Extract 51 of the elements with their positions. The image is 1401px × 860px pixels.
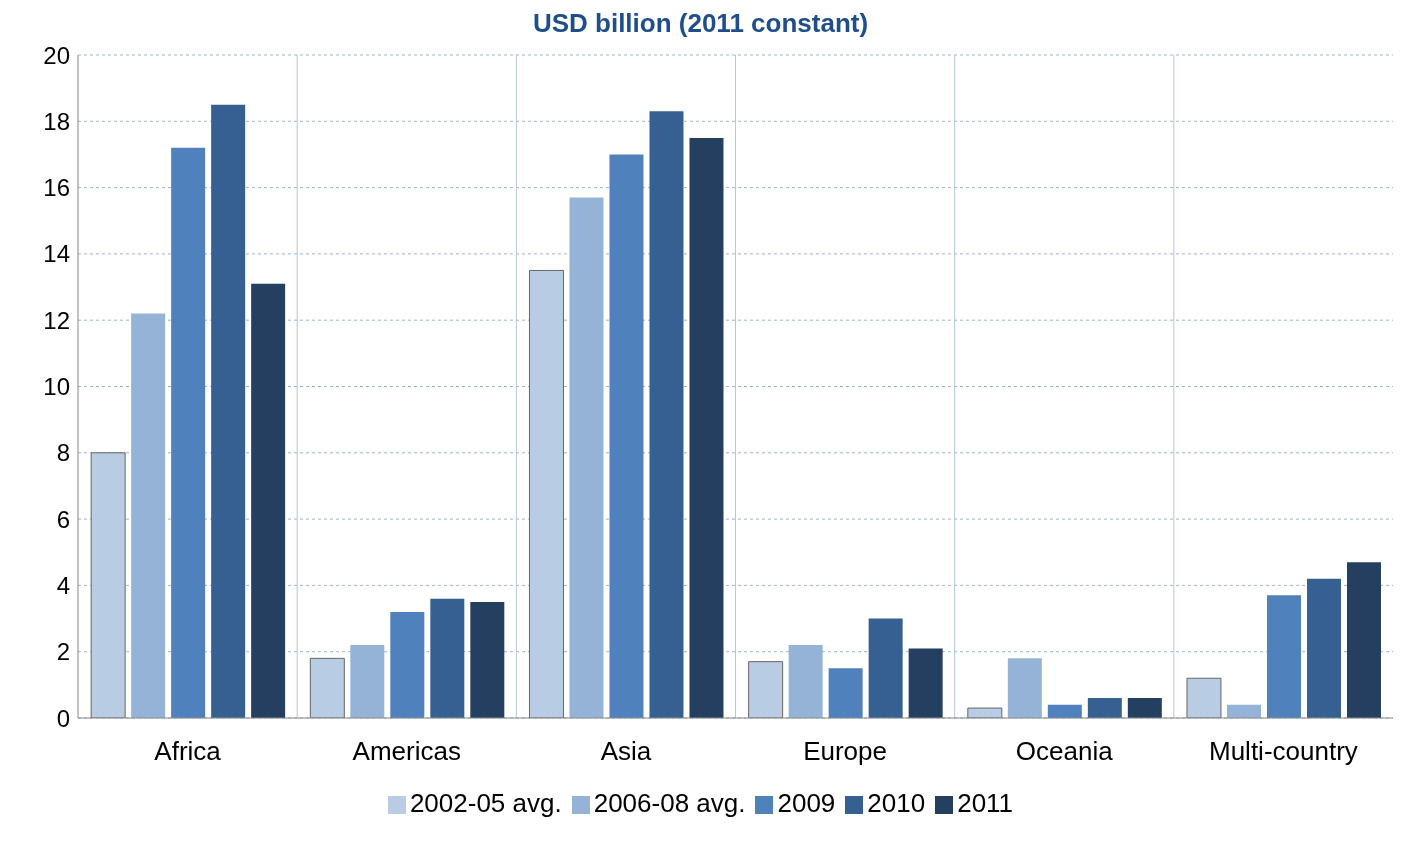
- x-tick-label: Multi-country: [1209, 736, 1358, 767]
- legend-label: 2009: [777, 788, 836, 818]
- bar: [569, 197, 604, 718]
- bar: [309, 657, 345, 718]
- bar: [211, 104, 246, 718]
- bar: [390, 611, 425, 718]
- y-tick-label: 4: [56, 571, 70, 599]
- bar: [1087, 698, 1122, 718]
- y-tick-label: 20: [43, 41, 70, 69]
- bar: [609, 154, 644, 718]
- bar: [1306, 578, 1341, 718]
- bar: [251, 283, 286, 718]
- y-tick-label: 2: [56, 638, 70, 666]
- bar: [1226, 704, 1261, 718]
- bar: [90, 452, 126, 718]
- bar: [868, 618, 903, 718]
- bar: [1266, 595, 1301, 718]
- bar: [1047, 704, 1082, 718]
- bar: [1346, 562, 1381, 718]
- y-tick-label: 14: [43, 240, 70, 268]
- bar: [1186, 677, 1222, 718]
- bar: [1007, 658, 1042, 718]
- x-tick-label: Americas: [352, 736, 461, 767]
- x-tick-label: Asia: [600, 736, 652, 767]
- x-tick-label: Oceania: [1015, 736, 1114, 767]
- bar: [528, 269, 564, 718]
- bar: [470, 601, 505, 718]
- bar: [748, 661, 784, 718]
- bar: [908, 648, 943, 718]
- y-tick-label: 0: [56, 704, 70, 732]
- y-tick-label: 6: [56, 505, 70, 533]
- x-tick-label: Europe: [803, 736, 888, 767]
- y-tick-label: 12: [43, 306, 70, 334]
- x-tick-label: Africa: [154, 736, 222, 767]
- chart-title: USD billion (2011 constant): [531, 8, 870, 39]
- bar: [828, 668, 863, 718]
- legend-label: 2006-08 avg.: [593, 788, 746, 818]
- y-tick-label: 10: [43, 373, 70, 401]
- legend-label: 2011: [957, 788, 1014, 818]
- bar: [430, 598, 465, 718]
- bar: [649, 111, 684, 718]
- y-tick-label: 18: [43, 107, 70, 135]
- legend-label: 2010: [867, 788, 926, 818]
- bar: [967, 707, 1003, 718]
- bar: [689, 137, 724, 718]
- legend-label: 2002-05 avg.: [409, 788, 562, 818]
- bar: [1127, 698, 1162, 718]
- bar: [131, 313, 166, 718]
- bar: [171, 147, 206, 718]
- y-tick-label: 8: [56, 439, 70, 467]
- y-tick-label: 16: [43, 174, 70, 202]
